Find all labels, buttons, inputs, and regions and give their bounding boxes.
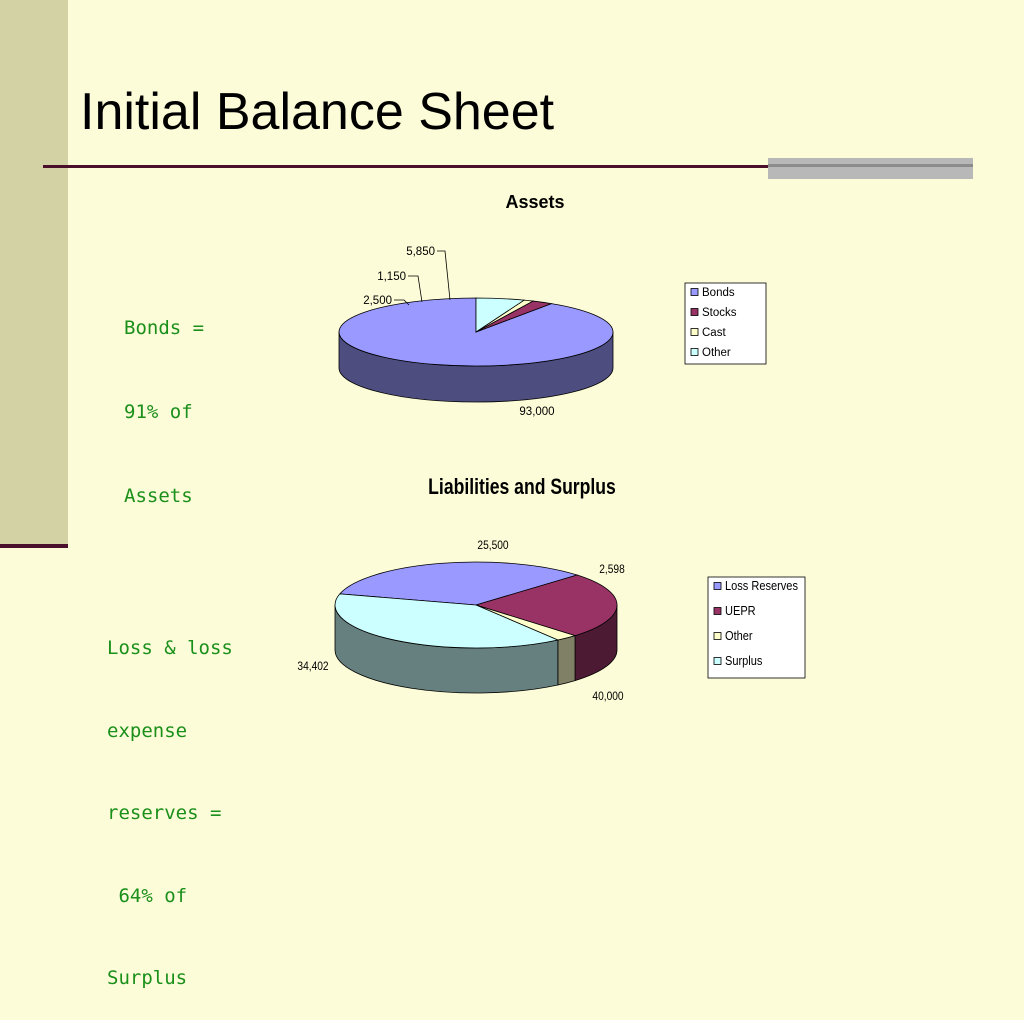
data-label: 2,598 [599,563,625,576]
legend-label: Loss Reserves [725,578,798,593]
legend-swatch [713,657,722,665]
data-label: 1,150 [377,271,406,283]
legend-swatch [690,288,699,296]
loss-note-line: expense [107,719,188,742]
data-label: 34,402 [297,660,328,673]
pie-slice-other [475,297,526,333]
loss-note-line: Surplus [107,967,188,989]
bonds-note-line: 91% of [124,401,193,423]
legend-label: Other [725,628,753,643]
chart-title: Assets [505,192,564,212]
data-label: 5,850 [406,246,435,258]
loss-note-line: 64% of [107,884,188,907]
legend-swatch [713,632,722,640]
legend-swatch [690,328,699,336]
legend-box [707,576,806,679]
loss-note-line: Loss & loss [107,637,233,659]
loss-note-line: reserves = [107,802,222,824]
pie-slice-surplus [334,593,560,649]
legend-label: Surplus [725,653,762,668]
data-label: 2,500 [363,295,392,307]
chart-0: Assets 93,000 2,500 1,150 5,850 Bonds Stocks Ca… [338,192,767,418]
chart-legend: Loss Reserves UEPR Other Surplus [707,576,806,679]
chart-legend: Bonds Stocks Cast Other [684,282,767,365]
title-divider-accent [768,158,973,179]
bonds-note-line: Assets [124,485,193,507]
legend-label: Other [702,347,731,359]
legend-swatch [690,308,699,316]
data-label: 25,500 [477,539,508,552]
legend-label: UEPR [725,603,756,618]
left-band-divider [0,544,68,548]
legend-label: Cast [702,327,726,339]
bonds-note-line: Bonds = [124,317,205,339]
data-label: 93,000 [519,406,554,418]
bonds-note: Bonds = 91% of Assets [124,258,204,538]
pie-side-other [557,635,576,686]
charts-canvas: Assets 93,000 2,500 1,150 5,850 Bonds Stocks Ca… [297,192,806,703]
leader-line [437,250,451,301]
left-decorative-band [0,0,68,545]
legend-swatch [713,607,722,615]
pie-slice-loss-reserves [338,561,579,606]
leader-line [394,299,410,306]
legend-label: Bonds [702,287,735,299]
data-label: 40,000 [592,690,623,703]
slide-title: Initial Balance Sheet [80,83,555,141]
legend-swatch [690,348,699,356]
legend-swatch [713,582,722,590]
leader-line [408,275,423,303]
legend-box [684,282,767,365]
title-divider-line [43,165,973,168]
chart-title: Liabilities and Surplus [428,475,616,499]
chart-1: Liabilities and Surplus 34,402 25,500 2,598… [297,475,806,703]
legend-label: Stocks [702,307,737,319]
pie-slice-uepr [474,574,618,637]
